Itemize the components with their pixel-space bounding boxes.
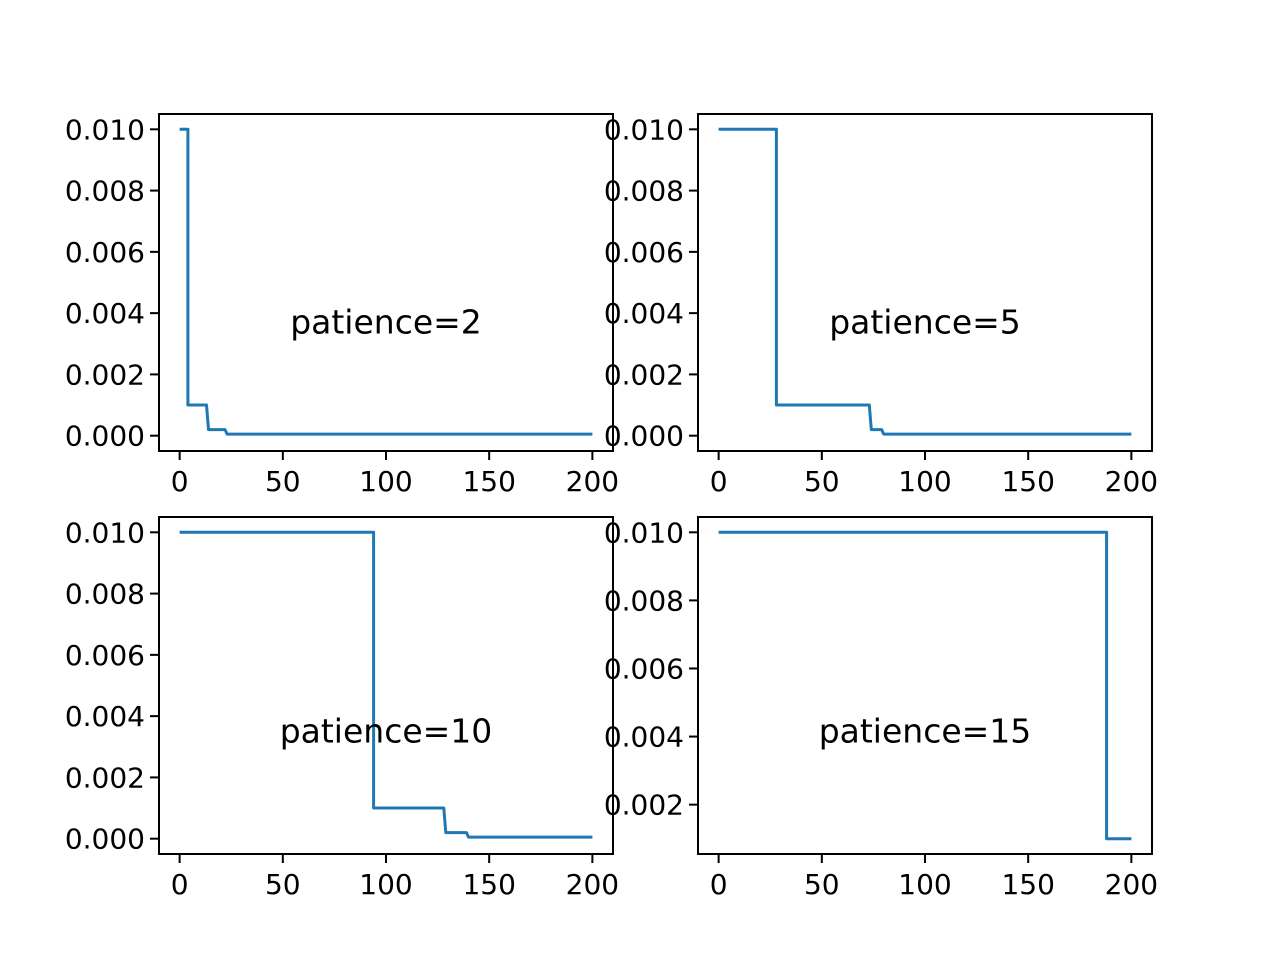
y-tick-label: 0.006 (65, 236, 145, 269)
x-tick-label: 50 (804, 465, 840, 498)
x-tick-label: 50 (265, 868, 301, 901)
x-tick-label: 200 (566, 868, 619, 901)
x-tick-label: 100 (359, 465, 412, 498)
x-tick-label: 200 (1105, 465, 1158, 498)
x-tick-label: 50 (265, 465, 301, 498)
series-learning_rate-patience-2 (179, 127, 593, 436)
y-tick-label: 0.010 (604, 516, 684, 549)
axes-spines-patience-10 (158, 516, 614, 855)
y-tick-label: 0.004 (65, 700, 145, 733)
x-tick-label: 150 (462, 465, 515, 498)
y-tick-label: 0.000 (65, 420, 145, 453)
y-tick-label: 0.004 (604, 721, 684, 754)
axes-spines-patience-5 (697, 113, 1153, 452)
annotation-patience-10: patience=10 (279, 711, 493, 751)
annotation-patience-2: patience=2 (290, 302, 482, 342)
y-tick-label: 0.000 (604, 420, 684, 453)
y-tick-label: 0.010 (65, 516, 145, 549)
series-learning_rate-patience-5 (718, 127, 1132, 436)
x-tick-label: 150 (1001, 465, 1054, 498)
y-tick-label: 0.000 (65, 823, 145, 856)
x-tick-label: 200 (566, 465, 619, 498)
subplot-patience-15: 0 50 100 150 200 0.002 0.004 0.006 0.008 0.010 (604, 516, 1158, 901)
y-tick-label: 0.008 (604, 175, 684, 208)
x-tick-label: 0 (171, 868, 189, 901)
x-tick-label: 0 (171, 465, 189, 498)
y-tick-label: 0.010 (65, 113, 145, 146)
x-tick-label: 0 (710, 868, 728, 901)
subplot-patience-10: 0 50 100 150 200 0.000 0.002 0.004 0.006 0.008 0.0… (65, 516, 619, 901)
x-tick-label: 100 (359, 868, 412, 901)
y-tick-label: 0.006 (604, 236, 684, 269)
y-tick-label: 0.004 (65, 297, 145, 330)
y-tick-label: 0.008 (65, 578, 145, 611)
y-tick-label: 0.010 (604, 113, 684, 146)
y-tick-label: 0.004 (604, 297, 684, 330)
x-tick-label: 150 (462, 868, 515, 901)
series-learning_rate-patience-10 (179, 530, 593, 839)
x-tick-label: 100 (898, 868, 951, 901)
x-tick-label: 50 (804, 868, 840, 901)
x-tick-label: 150 (1001, 868, 1054, 901)
y-tick-label: 0.008 (65, 175, 145, 208)
x-tick-label: 100 (898, 465, 951, 498)
series-learning_rate-patience-15 (718, 530, 1132, 841)
x-tick-label: 200 (1105, 868, 1158, 901)
subplot-patience-2: 0 50 100 150 200 0.000 0.002 0.004 0.006 0.008 0.0… (65, 113, 619, 498)
axes-spines-patience-2 (158, 113, 614, 452)
y-tick-label: 0.002 (65, 761, 145, 794)
annotation-patience-15: patience=15 (818, 711, 1032, 751)
y-tick-label: 0.002 (65, 358, 145, 391)
x-tick-label: 0 (710, 465, 728, 498)
y-tick-label: 0.002 (604, 358, 684, 391)
y-tick-label: 0.008 (604, 584, 684, 617)
y-tick-label: 0.006 (604, 652, 684, 685)
subplot-patience-5: 0 50 100 150 200 0.000 0.002 0.004 0.006 0.008 0.0… (604, 113, 1158, 498)
axes-spines-patience-15 (697, 516, 1153, 855)
y-tick-label: 0.002 (604, 789, 684, 822)
y-tick-label: 0.006 (65, 639, 145, 672)
annotation-patience-5: patience=5 (829, 302, 1021, 342)
